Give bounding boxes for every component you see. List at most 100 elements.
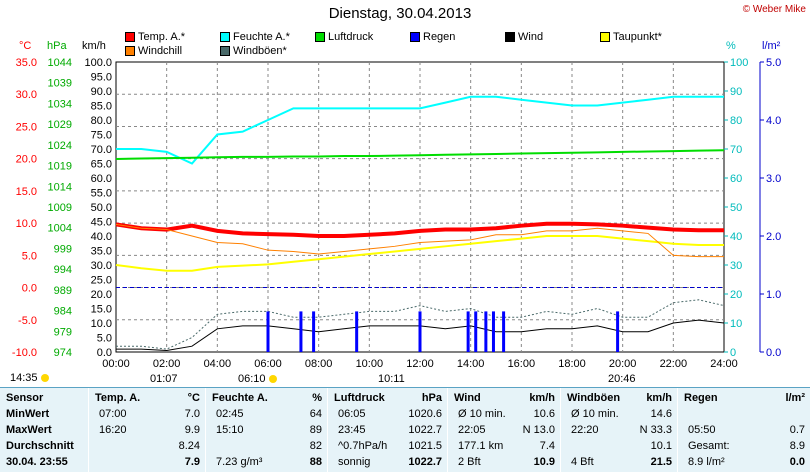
wind-tick-label: 0.0 bbox=[97, 347, 112, 359]
table-head: Wind bbox=[454, 392, 481, 404]
table-cell-value: 0.0 bbox=[789, 456, 805, 468]
x-tick-label: 24:00 bbox=[710, 358, 738, 370]
table-cell-value: 21.5 bbox=[650, 456, 672, 468]
wind-tick-label: 70.0 bbox=[91, 144, 112, 156]
wind-unit: km/h bbox=[82, 40, 106, 52]
weather-chart: 00:00 02:00 04:00 06:00 08:00 10:00 12:00 14:00… bbox=[12, 57, 781, 370]
temp-tick-label: 35.0 bbox=[16, 57, 37, 69]
press-tick-label: 1039 bbox=[48, 78, 72, 90]
x-tick-label: 22:00 bbox=[660, 358, 688, 370]
legend-temp: Temp. A.* bbox=[125, 31, 185, 43]
wind-tick-label: 5.0 bbox=[97, 333, 112, 345]
legend-label-temp: Temp. A.* bbox=[138, 31, 186, 43]
table-cell-value: 82 bbox=[309, 440, 322, 452]
table-col-gust: Windböen km/h Ø 10 min. 14.6 22:20 N 33.3 10.1… bbox=[560, 388, 677, 472]
table-cell-value: 9.9 bbox=[184, 424, 200, 436]
temp-tick-label: 30.0 bbox=[16, 89, 37, 101]
table-min-label: MinWert bbox=[6, 408, 50, 420]
rain-bar bbox=[355, 311, 359, 352]
table-col-temp: Temp. A. °C 07:00 7.0 16:20 9.9 8.24 7.9 bbox=[88, 388, 205, 472]
table-cell-value: 8.9 bbox=[789, 440, 805, 452]
sun-icon bbox=[268, 375, 277, 384]
sunrise-text: 14:35 bbox=[10, 372, 38, 384]
table-unit: km/h bbox=[529, 392, 555, 404]
table-unit: °C bbox=[187, 392, 200, 404]
legend-label-dew: Taupunkt* bbox=[613, 31, 662, 43]
marker-3: 10:11 bbox=[378, 373, 405, 385]
table-cell-left: ^0.7hPa/h bbox=[338, 440, 388, 452]
table-cell-value: N 33.3 bbox=[639, 424, 672, 436]
table-max-label: MaxWert bbox=[6, 424, 52, 436]
rain-bar bbox=[266, 311, 270, 352]
table-col-sensor: Sensor MinWert MaxWert Durchschnitt 30.0… bbox=[0, 388, 88, 472]
rain-tick-label: 0.0 bbox=[766, 347, 781, 359]
legend-dew: Taupunkt* bbox=[600, 31, 662, 43]
x-tick-label: 08:00 bbox=[305, 358, 333, 370]
summary-table: Sensor MinWert MaxWert Durchschnitt 30.0… bbox=[0, 387, 810, 472]
table-cell-value: 89 bbox=[309, 424, 322, 436]
table-col-wind: Wind km/h Ø 10 min. 10.6 22:05 N 13.0 177.1 km… bbox=[447, 388, 560, 472]
chart-legend: Temp. A.* Feuchte A.* Luftdruck Regen Wi… bbox=[125, 31, 725, 61]
x-tick-label: 10:00 bbox=[356, 358, 384, 370]
hum-tick-label: 30 bbox=[730, 260, 742, 272]
table-cell-value: 14.6 bbox=[650, 408, 672, 420]
table-cell-left: 2 Bft bbox=[458, 456, 481, 468]
press-tick-label: 1034 bbox=[48, 98, 72, 110]
x-tick-label: 00:00 bbox=[102, 358, 130, 370]
series-line bbox=[115, 221, 724, 238]
temp-tick-label: 10.0 bbox=[16, 218, 37, 230]
marker-2-text: 06:10 bbox=[238, 373, 266, 385]
legend-swatch-gust bbox=[220, 46, 230, 56]
rain-bar bbox=[312, 311, 316, 352]
table-sensor-head: Sensor bbox=[6, 392, 44, 404]
temp-tick-label: 25.0 bbox=[16, 121, 37, 133]
wind-tick-label: 20.0 bbox=[91, 289, 112, 301]
rain-bar bbox=[299, 311, 303, 352]
marker-2: 06:10 bbox=[238, 373, 277, 385]
sunrise-time: 14:35 bbox=[10, 372, 49, 384]
legend-windchill: Windchill bbox=[125, 45, 182, 57]
table-head: Feuchte A. bbox=[212, 392, 268, 404]
hum-tick-label: 10 bbox=[730, 318, 742, 330]
marker-3-text: 10:11 bbox=[378, 373, 405, 385]
hum-tick-label: 20 bbox=[730, 289, 742, 301]
table-cell-value: 10.1 bbox=[650, 440, 672, 452]
table-head: Luftdruck bbox=[334, 392, 385, 404]
temp-tick-label: 20.0 bbox=[16, 154, 37, 166]
table-head: Regen bbox=[684, 392, 718, 404]
hum-tick-label: 0 bbox=[730, 347, 736, 359]
table-cell-value: N 13.0 bbox=[522, 424, 555, 436]
table-cell-left: 23:45 bbox=[338, 424, 366, 436]
wind-tick-label: 90.0 bbox=[91, 86, 112, 98]
legend-label-wind: Wind bbox=[518, 31, 544, 43]
table-cell-value: 8.24 bbox=[178, 440, 200, 452]
table-cell-value: 10.6 bbox=[533, 408, 555, 420]
wind-tick-label: 100.0 bbox=[84, 57, 112, 69]
legend-hum: Feuchte A.* bbox=[220, 31, 290, 43]
table-cell-value: 1021.5 bbox=[408, 440, 442, 452]
wind-tick-label: 95.0 bbox=[91, 72, 112, 84]
press-tick-label: 979 bbox=[54, 326, 72, 338]
press-tick-label: 1014 bbox=[48, 181, 72, 193]
rain-unit: l/m² bbox=[762, 40, 781, 52]
hum-tick-label: 100 bbox=[730, 57, 748, 69]
wind-tick-label: 15.0 bbox=[91, 304, 112, 316]
temp-tick-label: -5.0 bbox=[18, 315, 37, 327]
temp-tick-label: 5.0 bbox=[22, 250, 37, 262]
press-tick-label: 1024 bbox=[48, 140, 72, 152]
table-cell-value: 7.9 bbox=[184, 456, 200, 468]
press-tick-label: 1029 bbox=[48, 119, 72, 131]
press-tick-label: 1009 bbox=[48, 202, 72, 214]
table-cell-left: Ø 10 min. bbox=[458, 408, 506, 420]
legend-swatch-press bbox=[315, 32, 325, 42]
marker-4: 20:46 bbox=[608, 373, 636, 385]
table-unit: l/m² bbox=[785, 392, 805, 404]
hum-tick-label: 50 bbox=[730, 202, 742, 214]
press-unit: hPa bbox=[47, 40, 67, 52]
legend-swatch-rain bbox=[410, 32, 420, 42]
legend-label-rain: Regen bbox=[423, 31, 456, 43]
press-tick-label: 994 bbox=[54, 264, 72, 276]
table-cell-left: 15:10 bbox=[216, 424, 244, 436]
rain-bar bbox=[466, 311, 470, 352]
legend-press: Luftdruck bbox=[315, 31, 373, 43]
